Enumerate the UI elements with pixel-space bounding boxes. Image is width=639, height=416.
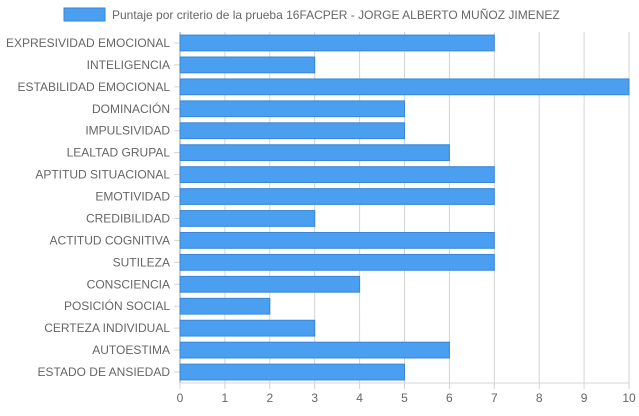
- category-label: CREDIBILIDAD: [86, 211, 170, 225]
- bar: [179, 188, 495, 205]
- x-tick-label: 7: [491, 391, 498, 405]
- category-label: ACTITUD COGNITIVA: [50, 233, 170, 247]
- bar: [179, 144, 450, 162]
- x-tick-label: 3: [311, 391, 318, 405]
- bar: [179, 100, 405, 118]
- bar: [179, 253, 495, 271]
- category-label: SUTILEZA: [113, 255, 170, 269]
- x-tick-label: 4: [356, 391, 363, 405]
- bars: [179, 34, 630, 381]
- legend[interactable]: Puntaje por criterio de la prueba 16FACP…: [63, 7, 560, 22]
- x-tick-label: 8: [536, 391, 543, 405]
- category-label: CONSCIENCIA: [87, 277, 170, 291]
- x-tick-label: 9: [581, 391, 588, 405]
- x-tick-label: 1: [222, 391, 229, 405]
- category-label: CERTEZA INDIVIDUAL: [44, 321, 170, 335]
- bar: [179, 363, 405, 381]
- x-tick-label: 5: [401, 391, 408, 405]
- category-labels: EXPRESIVIDAD EMOCIONAL INTELIGENCIA ESTABI…: [6, 36, 170, 379]
- category-label: EXPRESIVIDAD EMOCIONAL: [6, 36, 170, 50]
- category-label: IMPULSIVIDAD: [85, 124, 170, 138]
- category-label: DOMINACIÓN: [92, 101, 170, 116]
- x-tick-labels: 0 1 2 3 4 5 6 7 8 9 10: [177, 391, 636, 405]
- bar: [179, 122, 405, 140]
- legend-swatch[interactable]: [63, 7, 106, 22]
- bar: [179, 341, 450, 359]
- x-tick-label: 6: [446, 391, 453, 405]
- bar: [179, 34, 495, 52]
- category-label: POSICIÓN SOCIAL: [64, 298, 170, 313]
- bar: [179, 78, 630, 96]
- bar: [179, 166, 495, 183]
- category-label: EMOTIVIDAD: [95, 190, 170, 204]
- category-label: ESTABILIDAD EMOCIONAL: [18, 80, 171, 94]
- x-tick-label: 0: [177, 391, 184, 405]
- bar: [179, 297, 271, 315]
- x-tick-label: 10: [622, 391, 636, 405]
- category-label: ESTADO DE ANSIEDAD: [38, 365, 171, 379]
- bar: [179, 232, 495, 249]
- x-tick-label: 2: [266, 391, 273, 405]
- category-label: LEALTAD GRUPAL: [67, 146, 171, 160]
- bar: [179, 56, 316, 74]
- category-label: APTITUD SITUACIONAL: [35, 168, 170, 182]
- category-label: AUTOESTIMA: [92, 343, 170, 357]
- bar: [179, 210, 316, 227]
- legend-label[interactable]: Puntaje por criterio de la prueba 16FACP…: [112, 8, 560, 22]
- bar: [179, 275, 361, 293]
- bar: [179, 319, 316, 337]
- category-label: INTELIGENCIA: [87, 58, 170, 72]
